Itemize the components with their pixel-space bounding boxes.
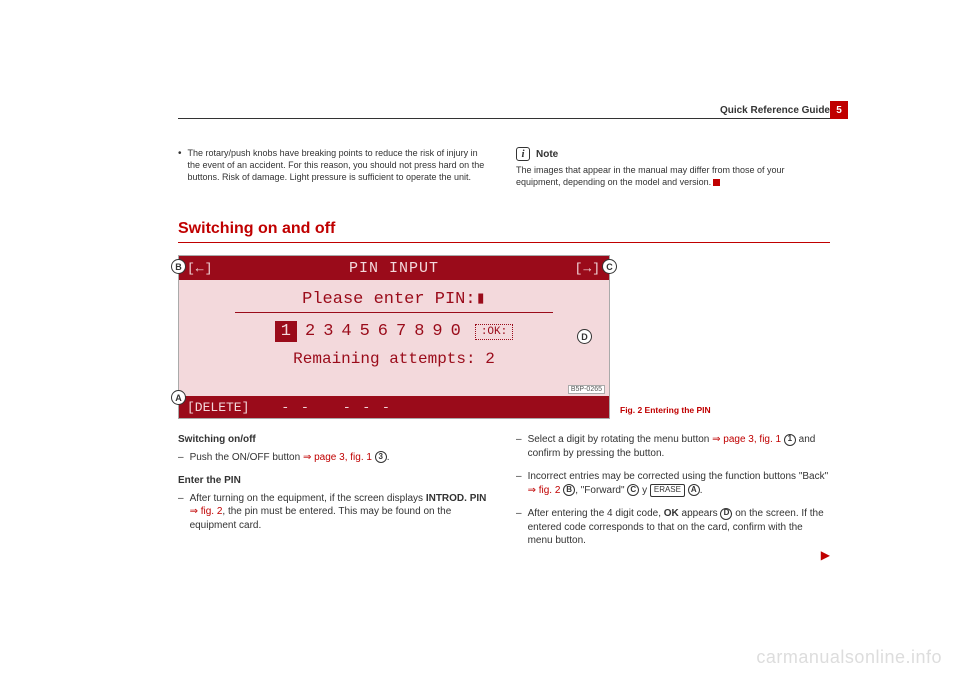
digit: 3	[323, 322, 333, 341]
ref-circle: 1	[784, 434, 796, 446]
figure-ref: B5P-0265	[568, 385, 605, 394]
dash-icon: –	[178, 492, 184, 533]
dash-icon: –	[516, 507, 522, 548]
ref-circle: B	[563, 484, 575, 496]
info-icon: i	[516, 147, 530, 161]
segment: - - -	[343, 400, 392, 415]
bullet-icon: •	[178, 147, 182, 183]
figure-caption: Fig. 2 Entering the PIN	[620, 405, 800, 415]
callout-c: C	[602, 259, 617, 274]
digit: 0	[451, 322, 461, 341]
subhead-switching: Switching on/off	[178, 433, 492, 447]
ref-circle: D	[720, 508, 732, 520]
ref-circle: C	[627, 484, 639, 496]
dash-icon: –	[516, 470, 522, 497]
digit: 5	[360, 322, 370, 341]
list-item: – After turning on the equipment, if the…	[178, 492, 492, 533]
segment: - -	[281, 400, 310, 415]
digit: 2	[305, 322, 315, 341]
digit: 4	[341, 322, 351, 341]
xref: ⇒ page 3, fig. 1	[303, 452, 372, 463]
list-item: – After entering the 4 digit code, OK ap…	[516, 507, 830, 548]
delete-label: [DELETE]	[187, 400, 249, 415]
body-left: Switching on/off – Push the ON/OFF butto…	[178, 433, 492, 558]
ref-circle: 3	[375, 451, 387, 463]
figure-topbar: [←] PIN INPUT [→]	[179, 256, 609, 280]
xref: ⇒ page 3, fig. 1	[712, 434, 781, 445]
digit: 8	[414, 322, 424, 341]
number-row: 1 2 3 4 5 6 7 8 9 0 :OK:	[179, 321, 609, 342]
watermark: carmanualsonline.info	[756, 647, 942, 668]
forward-arrow-icon: [→]	[575, 261, 601, 276]
back-arrow-icon: [←]	[187, 261, 213, 276]
dash-icon: –	[178, 451, 184, 465]
intro-columns: • The rotary/push knobs have breaking po…	[178, 147, 830, 188]
xref: ⇒ fig. 2	[528, 485, 561, 496]
figure-bottombar: [DELETE] - - - - -	[179, 396, 609, 418]
page: Quick Reference Guide 5 • The rotary/pus…	[178, 105, 830, 558]
end-marker-icon	[713, 179, 720, 186]
list-item: – Push the ON/OFF button ⇒ page 3, fig. …	[178, 451, 492, 465]
intro-right: i Note The images that appear in the man…	[516, 147, 830, 188]
intro-left: • The rotary/push knobs have breaking po…	[178, 147, 492, 188]
digit: 7	[396, 322, 406, 341]
erase-key: ERASE	[650, 484, 685, 497]
page-number: 5	[830, 101, 848, 119]
digit: 9	[432, 322, 442, 341]
continue-arrow-icon: ▶	[821, 548, 830, 562]
note-text: The images that appear in the manual may…	[516, 164, 830, 188]
pin-prompt: Please enter PIN:▮	[235, 288, 553, 313]
ref-circle: A	[688, 484, 700, 496]
body-right: – Select a digit by rotating the menu bu…	[516, 433, 830, 558]
list-item: – Incorrect entries may be corrected usi…	[516, 470, 830, 497]
dash-icon: –	[516, 433, 522, 460]
xref: ⇒ fig. 2	[190, 506, 223, 517]
section-divider	[178, 242, 830, 243]
header-title: Quick Reference Guide	[720, 105, 830, 116]
pin-input-figure: [←] PIN INPUT [→] Please enter PIN:▮ 1 2…	[178, 255, 610, 419]
intro-text: The rotary/push knobs have breaking poin…	[188, 147, 492, 183]
digit: 6	[378, 322, 388, 341]
subhead-enter-pin: Enter the PIN	[178, 474, 492, 488]
list-item: – Select a digit by rotating the menu bu…	[516, 433, 830, 460]
note-label: Note	[536, 149, 558, 160]
body-columns: Switching on/off – Push the ON/OFF butto…	[178, 433, 830, 558]
divider	[178, 118, 830, 119]
figure-container: [←] PIN INPUT [→] Please enter PIN:▮ 1 2…	[178, 255, 610, 419]
remaining-attempts: Remaining attempts: 2	[179, 350, 609, 368]
header: Quick Reference Guide	[178, 105, 830, 116]
figure-title: PIN INPUT	[349, 260, 439, 277]
ok-indicator: :OK:	[475, 324, 513, 340]
selected-digit: 1	[275, 321, 297, 342]
section-title: Switching on and off	[178, 220, 830, 238]
